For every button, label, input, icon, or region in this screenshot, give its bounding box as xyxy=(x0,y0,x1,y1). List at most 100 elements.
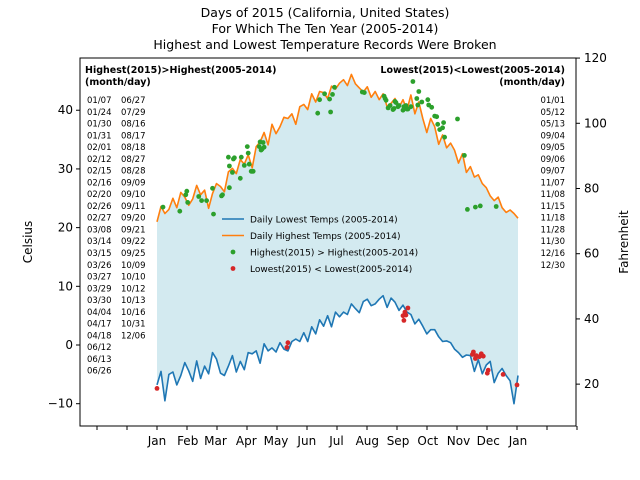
y-axis-celsius: −10 0 10 20 30 40 xyxy=(48,103,80,411)
y-tick-label: 10 xyxy=(58,279,73,293)
record-high-point xyxy=(473,204,478,210)
record-high-point xyxy=(246,161,252,167)
record-high-point xyxy=(227,163,232,169)
lows-date-entry: 11/08 xyxy=(541,190,566,200)
legend-label: Daily Highest Temps (2005-2014) xyxy=(250,232,401,242)
record-high-point xyxy=(322,91,327,97)
lows-date-entry: 12/30 xyxy=(541,261,566,271)
record-high-point xyxy=(196,194,202,199)
legend-label: Lowest(2015) < Lowest(2005-2014) xyxy=(250,265,412,275)
highs-annotation-subtitle: (month/day) xyxy=(85,77,151,88)
x-tick-label: Jun xyxy=(296,434,316,448)
record-low-point xyxy=(154,386,160,391)
lows-date-entry: 05/12 xyxy=(541,108,566,118)
highs-date-entry: 02/12 xyxy=(87,155,112,165)
x-tick-label: Nov xyxy=(447,434,470,448)
legend-label: Highest(2015) > Highest(2005-2014) xyxy=(250,249,418,259)
record-high-point xyxy=(160,204,166,210)
record-high-point xyxy=(226,154,231,160)
record-high-point xyxy=(261,144,267,150)
lows-date-entry: 11/18 xyxy=(541,214,566,224)
record-high-point xyxy=(493,204,499,209)
highs-date-entry: 06/27 xyxy=(121,96,146,106)
highs-date-entry: 09/22 xyxy=(121,237,146,247)
highs-date-entry: 10/10 xyxy=(121,273,146,283)
record-low-point xyxy=(401,318,407,323)
lows-annotation: Lowest(2015)<Lowest(2005-2014) (month/da… xyxy=(380,65,565,88)
lows-date-entry: 09/07 xyxy=(541,167,566,177)
record-high-point xyxy=(462,153,467,158)
record-high-point xyxy=(396,103,402,108)
record-high-point xyxy=(210,185,215,191)
x-tick-label: Mar xyxy=(204,434,227,448)
highs-date-entry: 07/29 xyxy=(121,108,146,118)
highs-date-entry: 08/16 xyxy=(121,120,146,130)
record-high-point xyxy=(408,104,414,110)
record-high-point xyxy=(330,92,335,97)
range-fill xyxy=(157,74,518,404)
x-tick-label: Jan xyxy=(508,434,528,448)
y-axis-fahrenheit: 20 40 60 80 100 120 xyxy=(576,51,607,391)
record-high-point xyxy=(440,125,445,131)
lows-date-entry: 11/28 xyxy=(541,225,566,235)
record-high-point xyxy=(332,84,337,90)
x-tick-label: Jan xyxy=(147,434,167,448)
highs-date-entry: 02/15 xyxy=(87,167,112,177)
highs-date-entry: 09/09 xyxy=(121,178,146,188)
x-tick-label: Feb xyxy=(177,434,198,448)
highs-date-entry: 10/16 xyxy=(121,308,146,318)
record-low-point xyxy=(500,372,506,377)
record-high-point xyxy=(328,109,333,115)
highs-date-entry: 10/31 xyxy=(121,320,146,330)
record-high-point xyxy=(477,203,483,209)
highs-date-entry: 06/13 xyxy=(87,355,112,365)
record-high-point xyxy=(441,120,446,125)
plot-area-frame xyxy=(79,57,577,427)
record-high-point xyxy=(211,211,216,217)
record-high-point xyxy=(315,110,321,116)
highs-date-entry: 08/28 xyxy=(121,167,146,177)
highs-date-entry: 01/31 xyxy=(87,131,112,141)
highs-date-entry: 03/14 xyxy=(87,237,112,247)
record-low-point xyxy=(403,312,409,318)
highs-date-entry: 08/18 xyxy=(121,143,146,153)
record-high-point xyxy=(327,96,332,102)
x-tick-label: May xyxy=(264,434,289,448)
record-high-point xyxy=(387,103,393,108)
highs-annotation-title: Highest(2015)>Highest(2005-2014) xyxy=(85,65,276,76)
highs-date-entry: 08/27 xyxy=(121,155,146,165)
legend-marker xyxy=(230,249,236,255)
lows-date-entry: 12/16 xyxy=(541,249,566,259)
highs-date-entry: 04/18 xyxy=(87,331,112,341)
legend: Daily Lowest Temps (2005-2014) Daily High… xyxy=(222,216,418,275)
series-lines xyxy=(156,73,519,405)
record-high-point xyxy=(442,134,447,140)
highs-date-entry: 10/12 xyxy=(121,284,146,294)
record-high-point xyxy=(434,114,440,120)
x-axis: Jan Feb Mar Apr May Jun Jul Aug Sep Oct Nov Dec Jan xyxy=(96,426,578,448)
highs-date-entry: 09/20 xyxy=(121,214,146,224)
record-high-point xyxy=(230,170,235,175)
lows-date-entry: 01/01 xyxy=(541,96,566,106)
record-high-point xyxy=(185,200,191,205)
y-tick-label: −10 xyxy=(48,397,73,411)
record-high-point xyxy=(391,106,397,111)
y-tick-label: 0 xyxy=(65,338,73,352)
record-high-point xyxy=(227,185,232,191)
x-tick-label: Jul xyxy=(328,434,343,448)
lows-date-entry: 09/06 xyxy=(541,155,566,165)
y-tick-label: 40 xyxy=(58,103,73,117)
record-high-point xyxy=(317,97,322,103)
highs-date-entry: 03/30 xyxy=(87,296,112,306)
highs-date-entry: 09/11 xyxy=(121,202,146,212)
highs-date-entry: 03/29 xyxy=(87,284,112,294)
record-low-point xyxy=(285,340,291,346)
lows-date-entry: 09/04 xyxy=(541,131,566,141)
highs-date-entry: 01/30 xyxy=(87,120,112,130)
highs-date-entry: 02/20 xyxy=(87,190,112,200)
y-right-tick-label: 100 xyxy=(584,116,607,130)
lows-annotation-subtitle: (month/day) xyxy=(499,77,565,88)
record-high-point xyxy=(220,192,225,198)
record-high-point xyxy=(393,100,399,105)
